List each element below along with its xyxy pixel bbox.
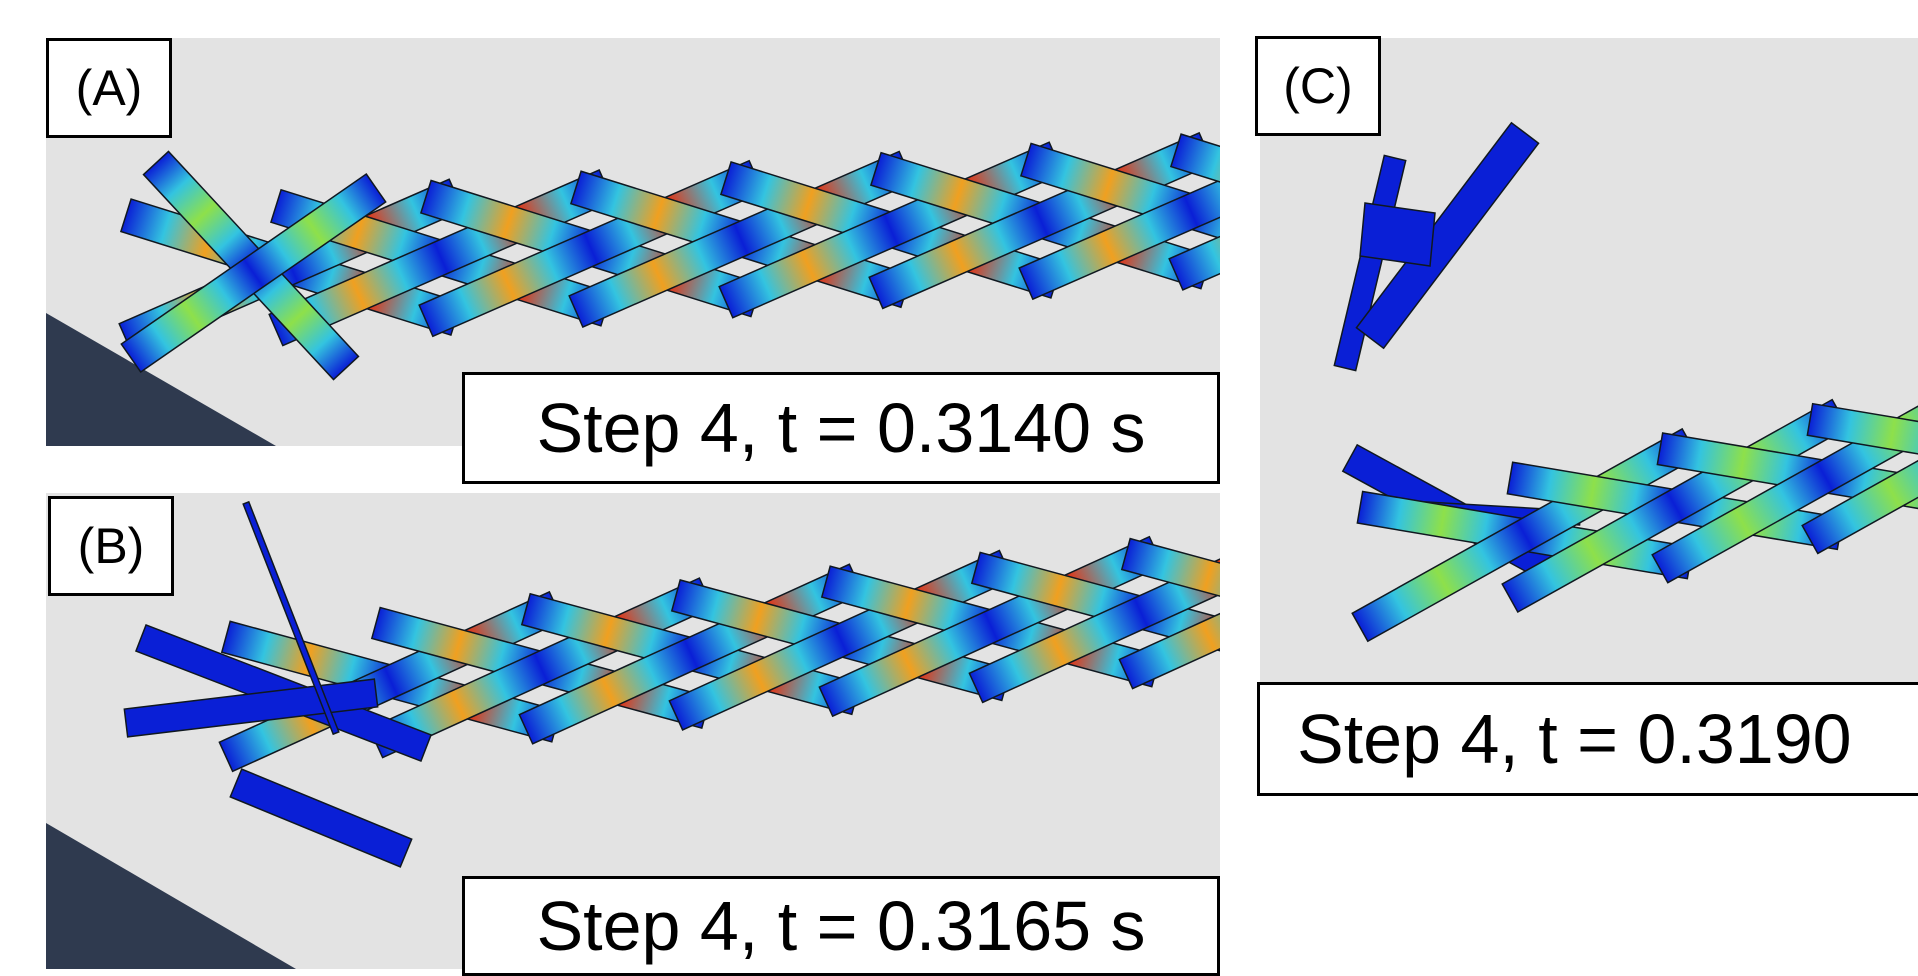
broken-strip bbox=[242, 500, 340, 736]
panel-a-caption: Step 4, t = 0.3140 s bbox=[462, 372, 1220, 484]
panel-b-caption: Step 4, t = 0.3165 s bbox=[462, 876, 1220, 976]
lattice-strip bbox=[1118, 612, 1220, 690]
panel-c-lattice bbox=[1333, 121, 1918, 643]
panel-b-render bbox=[46, 493, 1220, 969]
lattice-strip bbox=[1120, 537, 1220, 597]
panel-a-render bbox=[46, 38, 1220, 446]
lattice-strip bbox=[1801, 459, 1918, 555]
panel-a-label: (A) bbox=[46, 38, 172, 138]
panel-a-lattice bbox=[46, 131, 1220, 446]
detached-strip bbox=[1355, 121, 1540, 350]
lattice-strip bbox=[1651, 405, 1918, 584]
ground-plane bbox=[46, 823, 296, 969]
lattice-strip bbox=[968, 558, 1220, 704]
broken-strip bbox=[229, 768, 413, 868]
broken-strip bbox=[120, 172, 387, 374]
panel-c-caption: Step 4, t = 0.3190 bbox=[1257, 682, 1918, 796]
detached-plate bbox=[1359, 202, 1436, 267]
lattice-strip bbox=[1806, 402, 1918, 455]
lattice-strip bbox=[1168, 235, 1220, 291]
panel-b-lattice bbox=[46, 500, 1220, 969]
lattice-strip bbox=[1169, 133, 1220, 183]
panel-c-render bbox=[1260, 38, 1918, 690]
panel-c-label: (C) bbox=[1255, 36, 1381, 136]
broken-strip bbox=[123, 678, 379, 738]
ground-plane bbox=[46, 313, 276, 446]
lattice-strip bbox=[1018, 179, 1220, 301]
panel-b-label: (B) bbox=[48, 496, 174, 596]
